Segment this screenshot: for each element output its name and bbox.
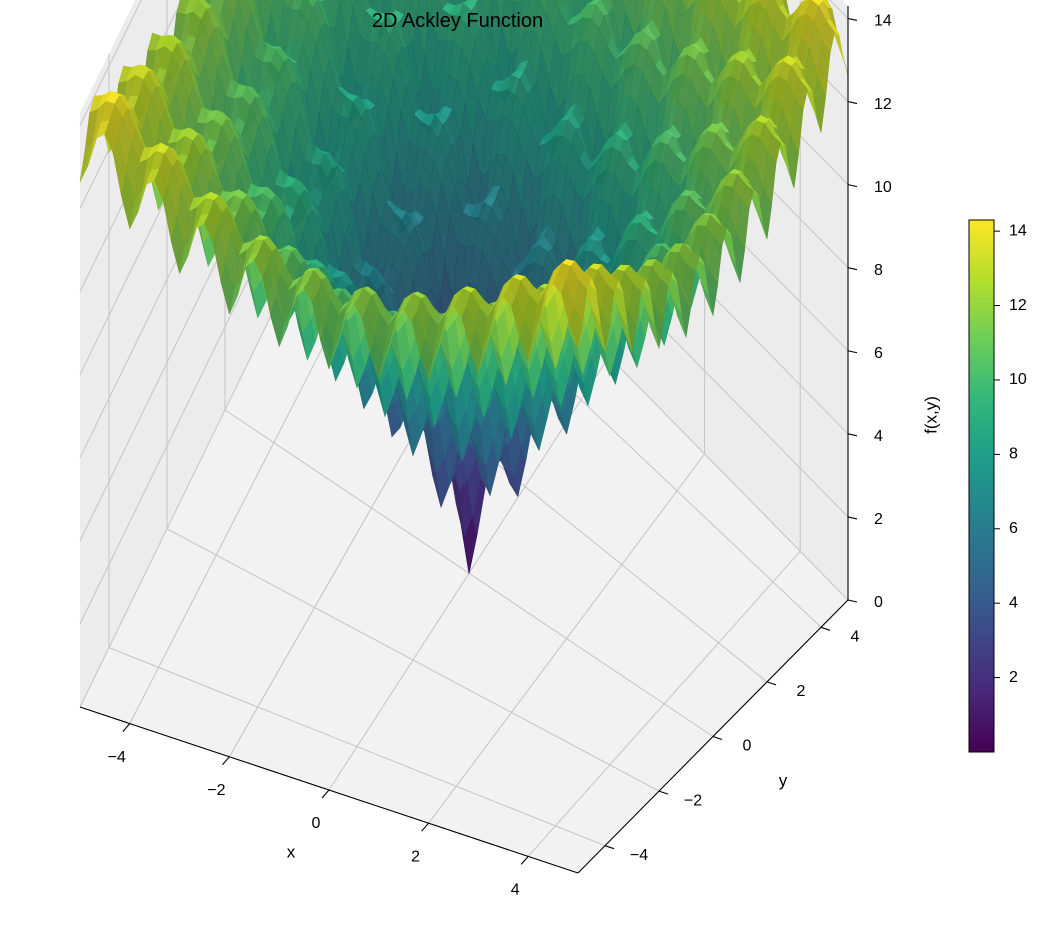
x-tick (520, 856, 529, 865)
x-tick (122, 723, 131, 732)
z-tick-label: 12 (874, 96, 892, 113)
x-tick (221, 756, 230, 766)
colorbar-tick-label: 10 (1009, 371, 1027, 388)
y-tick-label: 4 (851, 629, 860, 646)
y-axis-label: y (779, 771, 788, 790)
colorbar-tick-label: 2 (1009, 669, 1018, 686)
colorbar-tick-label: 4 (1009, 594, 1018, 611)
surface-patch (350, 0, 355, 8)
axes: −4 −2 0 2 4 −4 −2 0 2 4 0 2 4 6 8 10 12 14 x y f(x,y) (79, 6, 940, 899)
gridline-z (79, 0, 849, 209)
z-tick (847, 267, 858, 271)
z-tick-label: 6 (874, 345, 883, 362)
surface-patch (267, 0, 273, 14)
x-tick-label: 4 (511, 882, 520, 899)
colorbar-tick-label: 12 (1009, 297, 1027, 314)
y-tick-label: 2 (797, 683, 806, 700)
z-tick (847, 433, 858, 437)
z-tick (847, 599, 858, 603)
z-axis-label: f(x,y) (921, 396, 940, 434)
z-tick-label: 10 (874, 179, 892, 196)
z-tick-label: 2 (874, 511, 883, 528)
x-tick-label: −4 (108, 749, 126, 766)
x-tick-label: 2 (411, 848, 420, 865)
z-tick (847, 350, 858, 354)
surface-patch (521, 0, 525, 3)
surface-patch (569, 305, 583, 350)
x-axis-label: x (287, 842, 296, 861)
x-tick-label: −2 (207, 782, 225, 799)
y-tick-label: −2 (684, 792, 702, 809)
z-tick-label: 14 (874, 13, 892, 30)
z-tick (847, 17, 858, 21)
z-tick-label: 4 (874, 428, 883, 445)
y-tick (658, 790, 669, 795)
colorbar-tick-label: 8 (1009, 446, 1018, 463)
x-tick (421, 822, 430, 832)
z-tick-label: 8 (874, 262, 883, 279)
x-tick-label: 0 (312, 815, 321, 832)
z-tick (847, 101, 858, 105)
colorbar-gradient (968, 219, 995, 753)
z-tick (847, 516, 858, 520)
z-tick-label: 0 (874, 594, 883, 611)
y-tick (604, 845, 615, 850)
surface-patch (208, 0, 213, 5)
y-tick (712, 735, 723, 741)
y-tick-label: −4 (630, 847, 648, 864)
z-tick (847, 184, 858, 188)
surface-mesh (79, 0, 849, 574)
y-tick (820, 626, 831, 631)
chart-title: 2D Ackley Function (371, 10, 544, 32)
x-tick (321, 789, 330, 799)
colorbar-tick-label: 6 (1009, 520, 1018, 537)
colorbar-tick-label: 14 (1009, 222, 1027, 239)
y-tick (766, 681, 777, 686)
y-tick-label: 0 (743, 738, 752, 755)
colorbar: 2 4 6 8 10 12 14 (968, 219, 1027, 753)
